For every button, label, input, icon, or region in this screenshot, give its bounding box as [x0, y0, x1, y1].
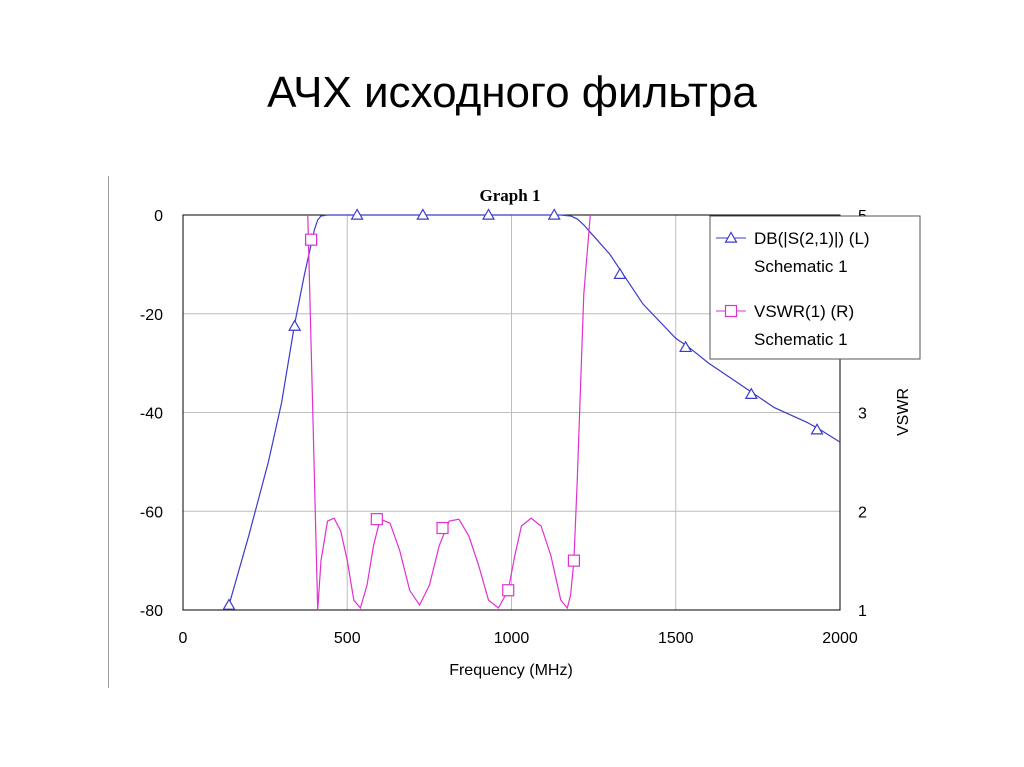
y-left-tick-label-0: 0: [154, 208, 163, 225]
legend-s21-source: Schematic 1: [754, 257, 848, 276]
y-left-tick-label-3: -60: [140, 504, 163, 521]
y-right-tick-label-1: 3: [858, 406, 867, 423]
legend-vswr-marker: [724, 304, 738, 318]
s21-marker-10: [810, 423, 824, 435]
series-s21: [222, 208, 841, 610]
vswr-marker-3: [502, 584, 515, 597]
vswr-marker-1: [370, 513, 383, 526]
chart-title: Graph 1: [480, 186, 541, 205]
x-axis-label: Frequency (MHz): [449, 662, 573, 679]
legend-vswr-source: Schematic 1: [754, 330, 848, 349]
legend: DB(|S(2,1)|) (L) Schematic 1 VSWR(1) (R)…: [709, 215, 921, 360]
s21-marker-0: [222, 598, 236, 610]
y-right-tick-label-3: 1: [858, 603, 867, 620]
vswr-marker-0: [305, 233, 318, 246]
y-left-tick-label-2: -40: [140, 406, 163, 423]
s21-marker-8: [679, 340, 693, 353]
y-left-tick-labels: 0 -20 -40 -60 -80: [140, 208, 163, 620]
s21-marker-1: [288, 319, 302, 331]
slide-divider: [108, 176, 109, 688]
s21-marker-3: [350, 208, 364, 220]
s21-marker-6: [547, 208, 561, 220]
s21-marker-5: [481, 208, 496, 220]
x-tick-label-1: 500: [334, 630, 361, 647]
x-tick-label-2: 1000: [494, 630, 530, 647]
grid: [183, 215, 840, 610]
s21-marker-4: [416, 208, 430, 220]
s21-marker-9: [744, 387, 758, 399]
legend-s21-name: DB(|S(2,1)|) (L): [754, 229, 870, 248]
y-right-axis-label: VSWR: [895, 388, 912, 436]
x-tick-labels: 0 500 1000 1500 2000: [179, 630, 858, 647]
legend-vswr-name: VSWR(1) (R): [754, 302, 854, 321]
series-vswr: [305, 214, 591, 611]
legend-s21-marker: [724, 231, 738, 243]
vswr-marker-4: [567, 554, 581, 567]
slide-title: АЧХ исходного фильтра: [267, 68, 757, 117]
x-tick-label-0: 0: [179, 630, 188, 647]
y-right-tick-label-2: 2: [858, 504, 867, 521]
s21-marker-7: [613, 267, 627, 279]
y-left-tick-label-1: -20: [140, 307, 163, 324]
y-left-tick-label-4: -80: [140, 603, 163, 620]
x-tick-label-3: 1500: [658, 630, 694, 647]
legend-box: [709, 215, 921, 360]
vswr-marker-2: [436, 521, 449, 535]
x-tick-label-4: 2000: [822, 630, 858, 647]
